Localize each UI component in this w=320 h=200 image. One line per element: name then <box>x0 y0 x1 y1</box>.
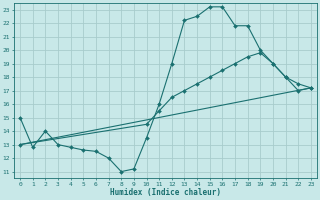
X-axis label: Humidex (Indice chaleur): Humidex (Indice chaleur) <box>110 188 221 197</box>
